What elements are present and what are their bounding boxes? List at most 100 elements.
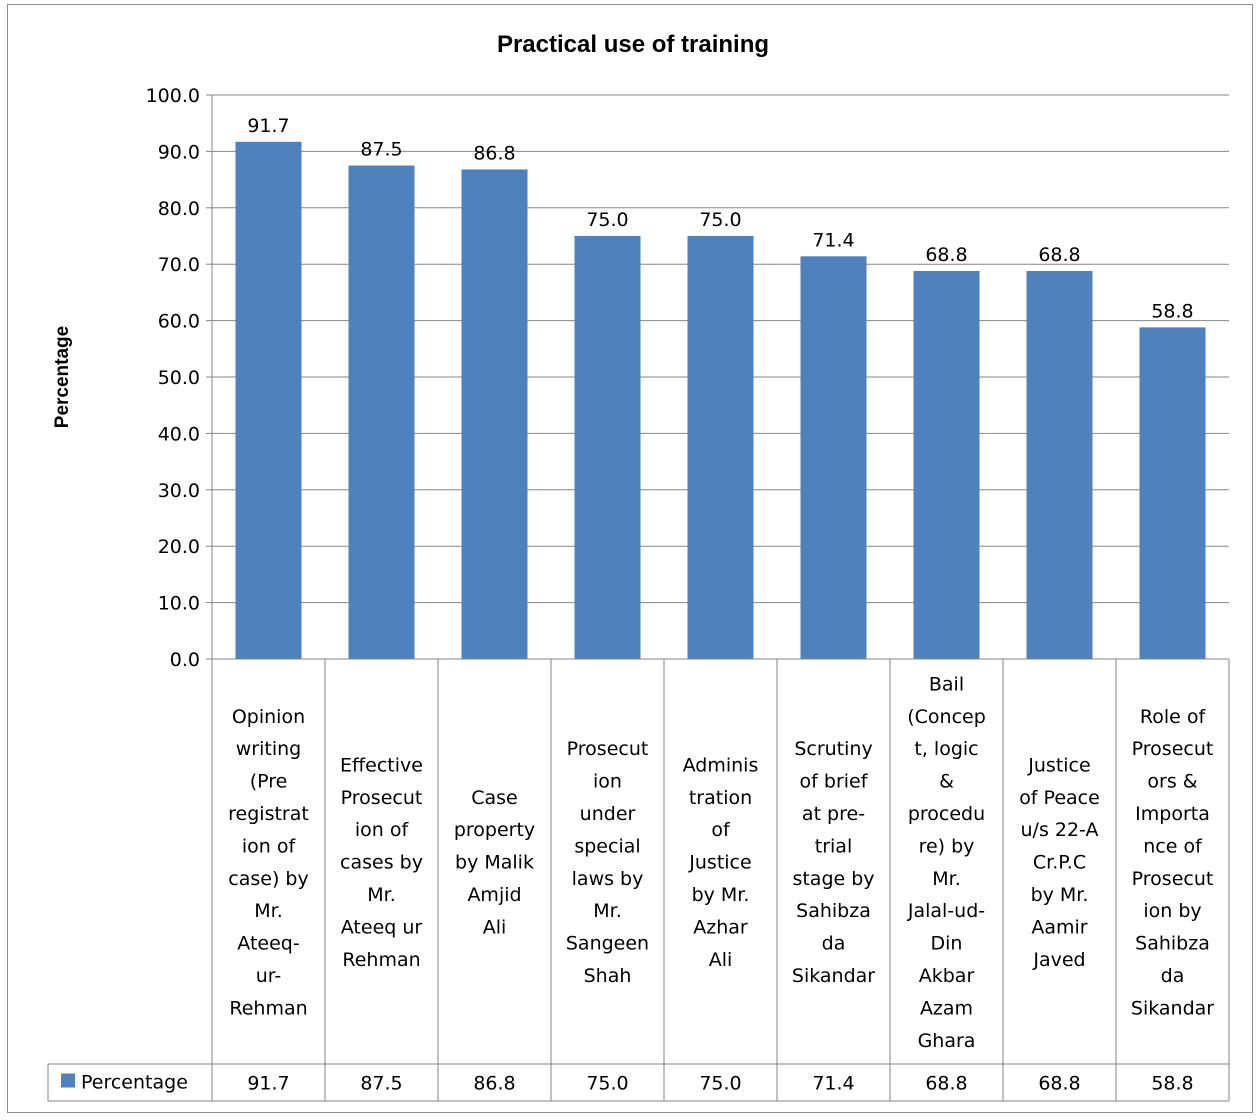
category-label: da bbox=[822, 933, 846, 955]
category-label: (Concep bbox=[907, 706, 986, 728]
y-axis-label: Percentage bbox=[52, 326, 73, 428]
bars bbox=[235, 141, 1206, 659]
category-label: Shah bbox=[584, 965, 632, 987]
category-label: Scrutiny bbox=[794, 738, 872, 760]
category-label: stage by bbox=[792, 868, 874, 890]
category-label: cases by bbox=[340, 852, 423, 874]
category-label: (Pre bbox=[250, 771, 288, 793]
data-label: 68.8 bbox=[925, 244, 967, 266]
y-tick-label: 10.0 bbox=[158, 593, 200, 615]
data-label: 58.8 bbox=[1151, 300, 1193, 322]
category-label: by Mr. bbox=[1031, 884, 1089, 906]
category-label: Amjid bbox=[467, 884, 521, 906]
category-label: nce of bbox=[1143, 835, 1203, 857]
category-label: Bail bbox=[929, 673, 964, 695]
y-axis-ticks: 0.0 10.0 20.0 30.0 40.0 50.0 60.0 70.0 80.0 90.0 1… bbox=[146, 85, 200, 671]
category-label: ur- bbox=[256, 965, 282, 987]
y-tick-label: 40.0 bbox=[158, 423, 200, 445]
category-label: Sikandar bbox=[1131, 997, 1214, 1019]
category-label: Mr. bbox=[367, 884, 396, 906]
y-tick-label: 30.0 bbox=[158, 480, 200, 502]
category-label: Ali bbox=[483, 916, 507, 938]
table-value: 71.4 bbox=[812, 1073, 854, 1095]
category-label: ion of bbox=[355, 819, 410, 841]
category-label: Case bbox=[471, 787, 518, 809]
category-label: Rehman bbox=[342, 949, 420, 971]
bar bbox=[687, 236, 754, 659]
category-label: Role of bbox=[1140, 706, 1207, 728]
category-label: of bbox=[711, 819, 731, 841]
category-label: Sikandar bbox=[792, 965, 875, 987]
legend-label: Percentage bbox=[81, 1072, 188, 1094]
category-label: Azam bbox=[920, 997, 973, 1019]
data-label: 75.0 bbox=[586, 209, 628, 231]
category-label: Prosecut bbox=[1132, 868, 1214, 890]
table-value: 87.5 bbox=[360, 1073, 402, 1095]
table-value: 75.0 bbox=[699, 1073, 741, 1095]
category-label: ion bbox=[593, 771, 622, 793]
table-value: 91.7 bbox=[247, 1073, 289, 1095]
bar bbox=[461, 169, 528, 659]
y-tick-label: 0.0 bbox=[170, 649, 200, 671]
category-label: ion of bbox=[242, 835, 297, 857]
category-label: Sahibza bbox=[796, 900, 871, 922]
data-label: 87.5 bbox=[360, 139, 402, 161]
data-label: 68.8 bbox=[1038, 244, 1080, 266]
category-label: case) by bbox=[228, 868, 308, 890]
category-label: Effective bbox=[340, 754, 423, 776]
category-label: by Mr. bbox=[692, 884, 750, 906]
category-label: Aamir bbox=[1031, 916, 1087, 938]
data-table: Opinion writing (Pre registrat ion of case) b… bbox=[47, 658, 1230, 1102]
data-labels: 91.7 87.5 86.8 75.0 75.0 71.4 68.8 68.8 58.8 bbox=[247, 115, 1193, 323]
category-label: Ghara bbox=[918, 1030, 976, 1052]
y-tick-label: 100.0 bbox=[146, 85, 200, 107]
category-label: re) by bbox=[919, 835, 975, 857]
y-tick-label: 20.0 bbox=[158, 536, 200, 558]
category-label: Din bbox=[931, 933, 963, 955]
bar bbox=[235, 141, 302, 659]
category-label: u/s 22-A bbox=[1021, 819, 1099, 841]
category-label: Ali bbox=[709, 949, 733, 971]
y-tick-label: 90.0 bbox=[158, 141, 200, 163]
category-label: Mr. bbox=[254, 900, 283, 922]
bar bbox=[348, 165, 415, 659]
category-label: under bbox=[580, 803, 636, 825]
category-label: Justice bbox=[1027, 754, 1090, 776]
category-label: Mr. bbox=[593, 900, 622, 922]
category-label: Mr. bbox=[932, 868, 961, 890]
category-label: Prosecut bbox=[567, 738, 649, 760]
category-label: registrat bbox=[228, 803, 309, 825]
category-label: Javed bbox=[1032, 949, 1085, 971]
y-tick-label: 50.0 bbox=[158, 367, 200, 389]
category-label: Rehman bbox=[229, 997, 307, 1019]
category-label: procedu bbox=[908, 803, 985, 825]
category-label: Sangeen bbox=[566, 933, 649, 955]
category-label: trial bbox=[815, 835, 852, 857]
category-label: da bbox=[1161, 965, 1185, 987]
category-label: property bbox=[454, 819, 535, 841]
data-label: 91.7 bbox=[247, 115, 289, 137]
category-label: Akbar bbox=[919, 965, 975, 987]
table-value: 86.8 bbox=[473, 1073, 515, 1095]
table-value: 68.8 bbox=[925, 1073, 967, 1095]
bar bbox=[913, 270, 980, 659]
data-label: 86.8 bbox=[473, 142, 515, 164]
category-label: Jalal-ud- bbox=[907, 900, 985, 922]
category-label: laws by bbox=[572, 868, 644, 890]
category-label: t, logic bbox=[914, 738, 978, 760]
category-label: Prosecut bbox=[1132, 738, 1214, 760]
data-label: 75.0 bbox=[699, 209, 741, 231]
category-label: tration bbox=[689, 787, 752, 809]
table-value: 75.0 bbox=[586, 1073, 628, 1095]
category-label: Ateeq ur bbox=[341, 916, 423, 938]
legend-swatch bbox=[61, 1073, 75, 1088]
bar bbox=[1139, 327, 1206, 659]
y-tick-label: 80.0 bbox=[158, 198, 200, 220]
category-label: Prosecut bbox=[341, 787, 423, 809]
category-label: at pre- bbox=[802, 803, 865, 825]
chart-title: Practical use of training bbox=[497, 31, 769, 58]
category-label: Ateeq- bbox=[237, 933, 299, 955]
table-value: 68.8 bbox=[1038, 1073, 1080, 1095]
bar bbox=[800, 256, 867, 659]
category-label: & bbox=[939, 771, 954, 793]
